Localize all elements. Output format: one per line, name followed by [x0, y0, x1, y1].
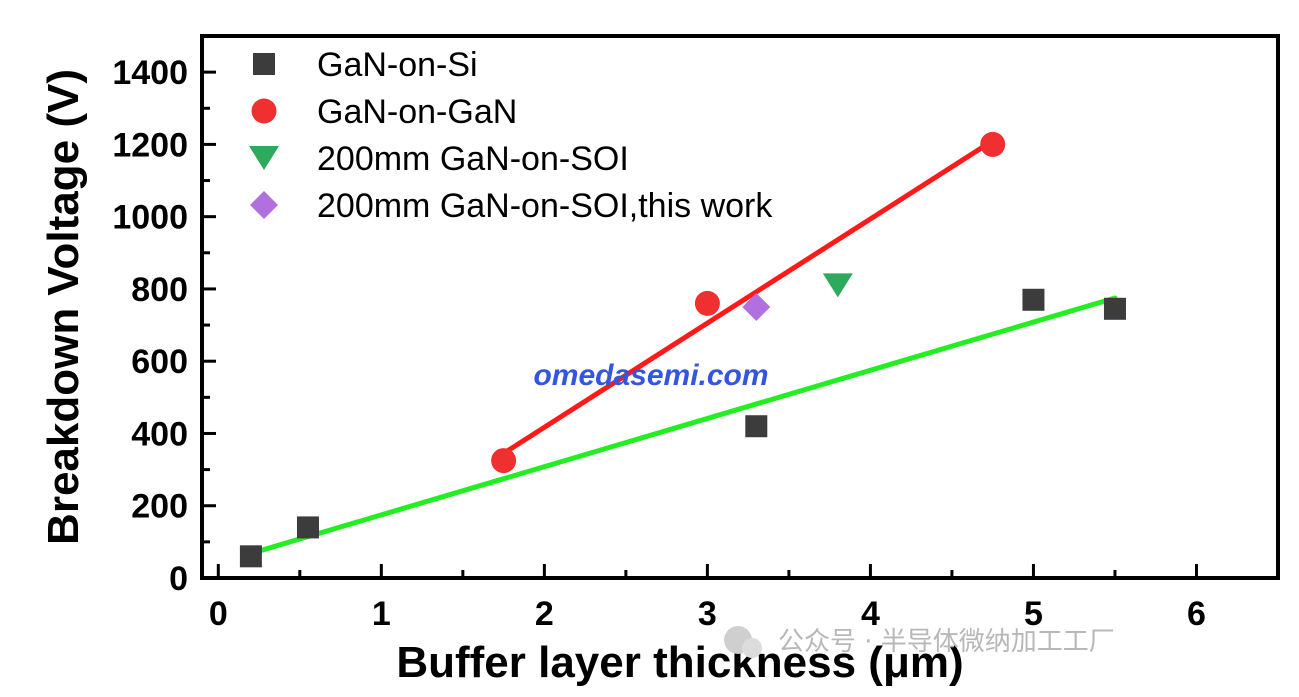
y-tick-label: 400 [131, 415, 188, 453]
data-point [980, 131, 1006, 157]
wechat-icon-bubble [742, 638, 762, 658]
data-point [296, 516, 319, 539]
legend-label: 200mm GaN-on-SOI,this work [317, 187, 773, 225]
x-tick-label: 3 [698, 595, 717, 633]
fit-line [248, 295, 1118, 556]
x-tick-label: 6 [1187, 595, 1206, 633]
watermark-annotation: omedasemi.com [533, 359, 768, 392]
x-tick-label: 4 [861, 595, 880, 633]
y-tick-label: 0 [169, 560, 188, 598]
legend-marker [250, 191, 278, 219]
x-axis-title: Buffer layer thickness (μm) [396, 638, 963, 687]
data-point [1022, 288, 1045, 311]
fit-line [501, 138, 996, 456]
y-tick-label: 1400 [112, 54, 188, 92]
legend-label: 200mm GaN-on-SOI [317, 140, 629, 178]
data-point [491, 448, 517, 474]
y-tick-label: 200 [131, 488, 188, 526]
x-tick-label: 2 [535, 595, 554, 633]
data-point [1103, 297, 1126, 320]
y-axis-title: Breakdown Voltage (V) [39, 69, 88, 545]
legend-marker [253, 53, 275, 75]
plot-frame [200, 34, 1280, 580]
legend-label: GaN-on-GaN [317, 93, 517, 131]
data-point [239, 545, 262, 568]
y-tick-label: 600 [131, 343, 188, 381]
legend-marker [251, 98, 277, 124]
data-point [742, 293, 771, 321]
footer-watermark-text: 公众号 · 半导体微纳加工工厂 [778, 627, 1115, 657]
y-tick-label: 1200 [112, 126, 188, 164]
data-point [694, 290, 720, 316]
y-tick-label: 1000 [112, 199, 188, 237]
data-point [745, 415, 768, 438]
x-tick-label: 1 [372, 595, 391, 633]
footer-watermark: 公众号 · 半导体微纳加工工厂 [724, 626, 1115, 658]
y-tick-label: 800 [131, 271, 188, 309]
legend-label: GaN-on-Si [317, 46, 478, 84]
x-tick-label: 5 [1024, 595, 1043, 633]
legend-marker [249, 146, 279, 170]
x-tick-label: 0 [209, 595, 228, 633]
data-point [822, 273, 853, 298]
